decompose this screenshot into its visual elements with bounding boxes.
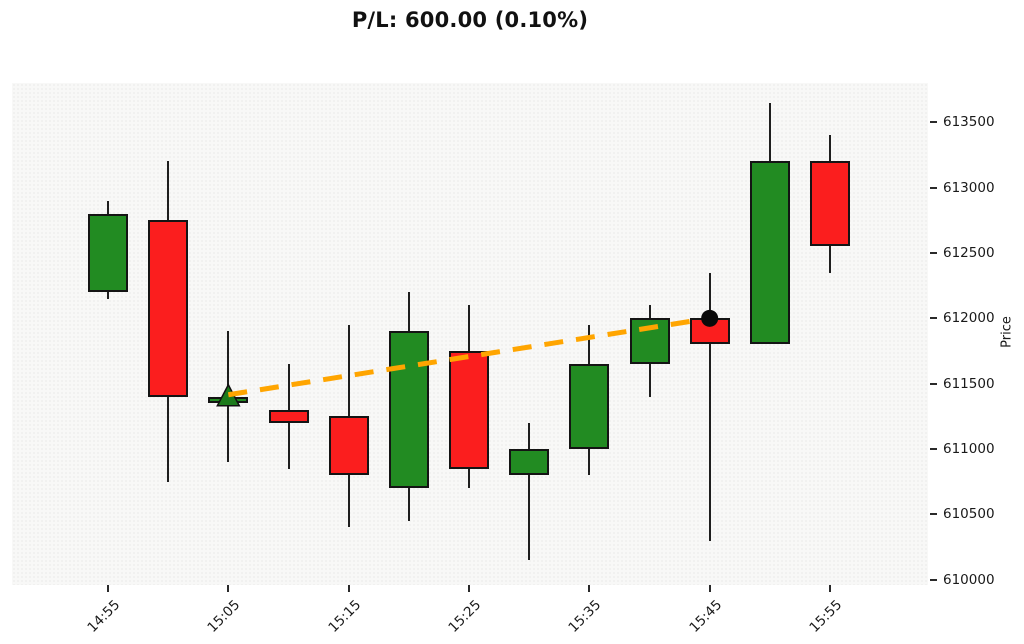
y-tick-mark (930, 578, 937, 581)
x-tick-mark (107, 585, 109, 592)
x-tick-label-text: 15:25 (445, 597, 485, 636)
x-tick-label-text: 15:55 (806, 597, 846, 636)
y-tick-label: 610000 (943, 571, 995, 588)
x-tick-label-text: 15:15 (325, 597, 364, 636)
x-tick-mark (347, 585, 350, 592)
candle-wick (708, 272, 711, 541)
y-tick-label: 611500 (943, 375, 995, 392)
x-tick-mark (468, 585, 470, 592)
plot-area (12, 83, 928, 585)
y-tick-mark (930, 317, 937, 320)
candle-body-up (208, 396, 249, 404)
x-tick-label-text: 15:05 (204, 597, 244, 636)
x-tick-label-text: 14:55 (84, 597, 124, 636)
y-tick-label: 613000 (943, 179, 995, 196)
y-tick-label: 613500 (943, 114, 995, 131)
y-tick-label: 612000 (943, 310, 995, 327)
x-tick-mark (708, 585, 711, 592)
y-tick-mark (930, 251, 937, 254)
x-tick-label-text: 15:35 (565, 597, 605, 636)
pnl-title: P/L: 600.00 (0.10%) (351, 8, 589, 32)
y-tick-mark (930, 448, 937, 451)
y-tick-mark (930, 382, 937, 385)
y-tick-label: 612500 (943, 244, 995, 261)
candle-body-down (328, 416, 369, 476)
candle-body-down (148, 220, 189, 397)
y-axis-title: Price (999, 316, 1015, 348)
candle-body-up (388, 331, 429, 489)
y-tick-mark (930, 513, 937, 516)
y-tick-mark (930, 186, 937, 189)
candle-wick (528, 422, 531, 561)
candle-body-up (509, 449, 550, 476)
candle-body-down (689, 318, 730, 345)
x-tick-mark (227, 585, 230, 592)
y-tick-label: 610500 (943, 506, 995, 523)
candle-body-up (569, 364, 610, 450)
candle-body-up (749, 161, 790, 345)
candle-body-up (88, 213, 128, 293)
y-tick-mark (930, 121, 937, 124)
x-tick-label-text: 15:45 (686, 597, 725, 636)
candle-body-down (268, 409, 309, 423)
y-tick-label: 611000 (943, 441, 995, 458)
x-tick-mark (588, 585, 591, 592)
candle-body-down (449, 350, 489, 469)
candle-body-up (629, 318, 670, 365)
candle-body-down (810, 161, 850, 247)
x-tick-mark (829, 585, 831, 592)
